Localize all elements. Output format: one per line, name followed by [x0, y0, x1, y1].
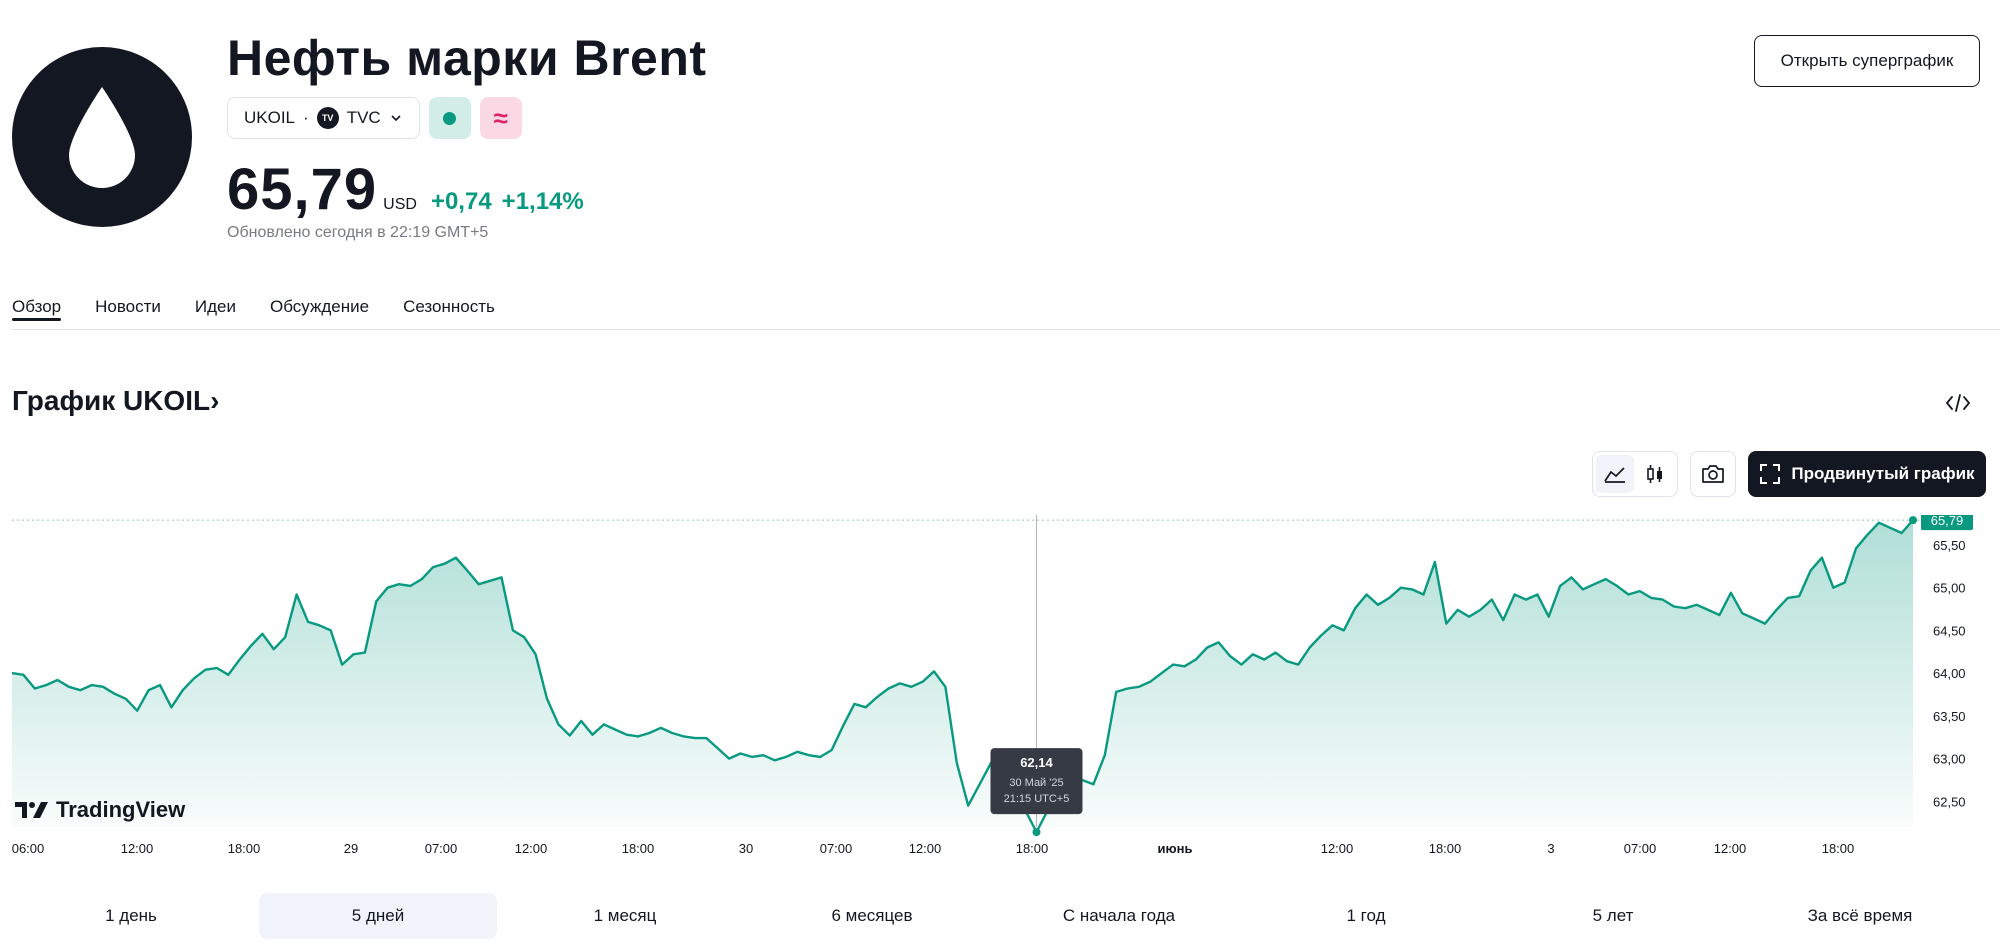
- x-tick-label: 07:00: [1624, 841, 1657, 856]
- tooltip-box: [990, 748, 1083, 815]
- area-chart-icon: [1604, 467, 1625, 483]
- x-tick-label: июнь: [1158, 841, 1193, 856]
- tab-news[interactable]: Новости: [95, 297, 161, 316]
- market-open-dot-icon: [443, 111, 457, 125]
- symbol-label: UKOIL: [244, 108, 296, 127]
- exchange-logo-icon: TV: [316, 107, 339, 129]
- x-tick-label: 12:00: [909, 841, 942, 856]
- last-value-marker: 65,79: [12, 515, 1973, 531]
- y-tick-label: 62,50: [1933, 794, 1966, 809]
- exchange-label: TVC: [346, 108, 381, 127]
- range-1-year[interactable]: 1 год: [1346, 906, 1386, 925]
- y-tick-label: 63,00: [1933, 752, 1966, 767]
- x-tick-label: 07:00: [425, 841, 458, 856]
- y-tick-label: 65,50: [1933, 538, 1966, 553]
- area-chart-button[interactable]: [1596, 455, 1634, 493]
- y-tick-label: 64,50: [1933, 623, 1966, 638]
- symbol-exchange-selector[interactable]: UKOIL · TV TVC: [227, 97, 420, 139]
- chevron-right-icon: ›: [210, 385, 220, 416]
- range-6-months[interactable]: 6 месяцев: [831, 906, 913, 925]
- x-tick-label: 18:00: [622, 841, 655, 856]
- tradingview-logo-icon: [15, 802, 48, 818]
- price-change-absolute: +0,74: [430, 188, 492, 215]
- x-tick-label: 30: [739, 841, 753, 856]
- tradingview-watermark: TradingView: [14, 797, 185, 823]
- candles-chart-button[interactable]: [1636, 455, 1674, 493]
- page-title: Нефть марки Brent: [227, 30, 707, 86]
- x-tick-label: 18:00: [228, 841, 261, 856]
- tab-discussion[interactable]: Обсуждение: [270, 297, 370, 316]
- price-row: 65,79 USD +0,74 +1,14%: [227, 155, 594, 225]
- chevron-down-icon: [391, 115, 401, 122]
- tabs-divider: [12, 329, 2000, 330]
- last-value-dot: [1909, 516, 1917, 525]
- tooltip-time: 21:15 UTC+5: [1004, 793, 1070, 805]
- x-tick-label: 29: [344, 841, 358, 856]
- range-1-day[interactable]: 1 день: [105, 906, 157, 925]
- tooltip-date: 30 Май '25: [1009, 777, 1063, 789]
- tab-ideas[interactable]: Идеи: [194, 297, 237, 316]
- range-all-time[interactable]: За всё время: [1807, 906, 1913, 925]
- area-fill: [12, 520, 1913, 833]
- range-5-days[interactable]: 5 дней: [259, 893, 497, 939]
- chart-heading-text: График UKOIL: [12, 385, 211, 416]
- delayed-data-badge[interactable]: ≈: [479, 97, 522, 139]
- chart-heading-link[interactable]: График UKOIL›: [12, 385, 219, 417]
- candles-icon: [1647, 465, 1662, 483]
- section-tabs: Обзор Новости Идеи Обсуждение Сезонность: [12, 290, 495, 330]
- snapshot-button[interactable]: [1690, 451, 1736, 497]
- y-axis: 62,50 63,00 63,50 64,00 64,50 65,00 65,50: [1933, 538, 1966, 809]
- range-5-years[interactable]: 5 лет: [1592, 906, 1634, 925]
- x-tick-label: 07:00: [820, 841, 853, 856]
- chart-series-line: [11, 519, 1914, 834]
- price-change-percent: +1,14%: [501, 188, 584, 215]
- tab-seasonality[interactable]: Сезонность: [403, 297, 495, 316]
- price-chart[interactable]: 62,50 63,00 63,50 64,00 64,50 65,00 65,50 06:0…: [0, 515, 2000, 860]
- y-tick-label: 64,00: [1933, 666, 1966, 681]
- open-supergraph-button[interactable]: Открыть суперграфик: [1754, 35, 1980, 87]
- camera-icon: [1702, 465, 1724, 483]
- advanced-chart-label: Продвинутый график: [1791, 464, 1975, 483]
- last-price: 65,79: [227, 157, 378, 222]
- last-value-label: 65,79: [1931, 515, 1964, 528]
- x-tick-label: 18:00: [1429, 841, 1462, 856]
- market-open-badge[interactable]: [428, 97, 471, 139]
- separator-dot: ·: [303, 108, 309, 127]
- tooltip-value: 62,14: [1020, 755, 1053, 770]
- x-tick-label: 06:00: [12, 841, 45, 856]
- x-tick-label: 18:00: [1016, 841, 1049, 856]
- x-tick-label: 12:00: [1714, 841, 1747, 856]
- range-1-month[interactable]: 1 месяц: [593, 906, 657, 925]
- y-tick-label: 63,50: [1933, 709, 1966, 724]
- crosshair-point: [1032, 828, 1041, 837]
- range-selector: 1 день 5 дней 1 месяц 6 месяцев С начала…: [12, 893, 1978, 941]
- series-line: [11, 519, 1914, 834]
- chart-area-fill: [12, 520, 1913, 833]
- x-tick-label: 3: [1547, 841, 1554, 856]
- oil-drop-icon: [69, 87, 135, 188]
- embed-code-icon[interactable]: [1944, 392, 1972, 414]
- x-tick-label: 12:00: [1321, 841, 1354, 856]
- fullscreen-icon: [1760, 464, 1781, 484]
- x-tick-label: 18:00: [1822, 841, 1855, 856]
- x-tick-label: 12:00: [515, 841, 548, 856]
- price-currency: USD: [383, 196, 417, 213]
- x-axis: 06:00 12:00 18:00 29 07:00 12:00 18:00 30 07:00 1…: [12, 841, 1855, 856]
- chart-toolbar: Продвинутый график: [1592, 451, 1986, 497]
- range-ytd[interactable]: С начала года: [1062, 906, 1176, 925]
- chart-style-group: [1592, 451, 1678, 497]
- tab-overview[interactable]: Обзор: [12, 290, 62, 330]
- symbol-row: UKOIL · TV TVC ≈: [227, 97, 522, 139]
- last-updated: Обновлено сегодня в 22:19 GMT+5: [227, 224, 489, 241]
- chart-tooltip: 62,14 30 Май '25 21:15 UTC+5: [990, 748, 1083, 815]
- last-value-badge: [1921, 515, 1973, 531]
- watermark-text: TradingView: [56, 797, 186, 822]
- instrument-logo: [12, 47, 192, 227]
- x-tick-label: 12:00: [121, 841, 154, 856]
- y-tick-label: 65,00: [1933, 581, 1966, 596]
- advanced-chart-button[interactable]: Продвинутый график: [1748, 451, 1986, 497]
- approx-icon: ≈: [493, 102, 508, 133]
